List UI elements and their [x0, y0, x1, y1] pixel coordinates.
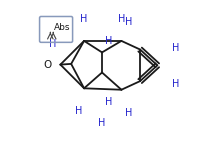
Text: O: O — [43, 60, 52, 70]
Text: H: H — [81, 14, 88, 24]
Text: H: H — [98, 118, 106, 128]
Text: Abs: Abs — [54, 23, 71, 32]
Text: H: H — [125, 17, 132, 27]
Text: H: H — [105, 97, 112, 107]
Text: H: H — [118, 14, 125, 24]
Text: H: H — [105, 36, 112, 46]
Text: H: H — [49, 39, 56, 49]
Text: H: H — [75, 106, 82, 116]
Text: H: H — [172, 43, 180, 53]
Text: H: H — [172, 79, 180, 89]
Text: H: H — [125, 108, 132, 118]
